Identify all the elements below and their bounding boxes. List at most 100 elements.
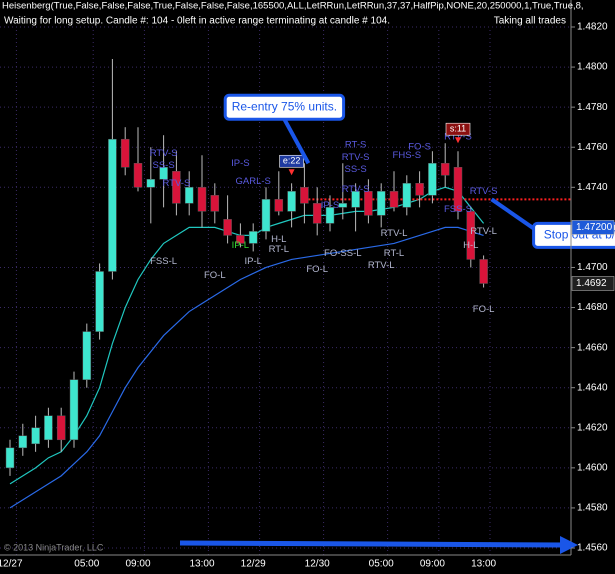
signal-label: SS-S [345,164,367,175]
y-tick-label: 1.4600 [577,462,608,473]
signal-label: FO-L [306,264,328,275]
candle-body [56,415,66,441]
candle-body [184,187,194,204]
scroll-arrow [179,536,578,554]
candle-body [120,138,130,168]
signal-label: H-L [271,234,286,245]
y-tick-label: 1.4620 [577,422,608,433]
x-tick-label: 05:00 [369,559,394,570]
y-tick-label: 1.4680 [577,302,608,313]
x-tick-label: 12/27 [0,559,23,570]
candle-body [466,211,476,260]
indicator-title: Heisenberg(True,False,False,False,True,F… [2,1,584,12]
signal-label: RTV-S [470,186,498,197]
signal-label: RTV-L [470,226,497,237]
x-tick-label: 13:00 [189,559,214,570]
ma-line [9,226,484,509]
candle-body [248,231,258,244]
x-tick-label: 05:00 [74,559,99,570]
signal-label: RTV-S [342,184,370,195]
signal-label: SS-S [153,160,175,171]
y-tick-label: 1.4640 [577,382,608,393]
candle-body [5,447,15,469]
signal-label: FO-L [204,270,226,281]
candle-body [133,163,143,188]
candle-body [146,179,156,188]
candle-body [159,167,168,180]
candle-body [69,379,79,441]
y-tick-label: 1.4580 [577,503,608,514]
y-tick-label: 1.4660 [577,342,608,353]
candle-body [108,138,117,272]
signal-label: RTV-S [162,178,190,189]
signal-label: FO-L [473,304,495,315]
y-tick-label: 1.4560 [577,543,608,554]
copyright: © 2013 NinjaTrader, LLC [4,542,104,552]
y-tick-label: 1.4760 [577,142,608,153]
signal-label: RTV-S [342,152,370,163]
tag-arrow [288,169,295,176]
candle-body [312,203,322,224]
candle-body [351,191,360,208]
signal-label: FHS-S [393,150,422,161]
candle-body [453,167,463,212]
signal-label: RTV-L [368,260,395,271]
x-tick-label: 12/29 [241,559,266,570]
price-marker-box [571,276,615,291]
candle-body [287,191,296,212]
price-marker-label: 1.4692 [576,278,607,289]
candle-body [376,191,386,216]
trade-tag-box [279,154,304,168]
candle-body [197,187,207,212]
signal-label: H-L [463,240,478,251]
callout-box [223,93,346,121]
trade-tag-box [445,122,471,136]
candle-body [338,203,348,208]
signal-label: GARL-S [236,176,271,187]
x-tick-label: 09:00 [420,559,445,570]
signal-label: IP-S [231,158,249,169]
candle-body [31,427,40,445]
candle-body [223,219,232,236]
signal-label: RTV-S [150,148,178,159]
candle-body [82,331,92,380]
candle-body [95,271,104,332]
y-tick-label: 1.4740 [577,182,608,193]
candle-body [300,187,309,204]
signal-label: RT-L [269,244,289,255]
candle-body [325,207,335,224]
signal-label: IP-L [232,240,249,251]
candle-body [18,435,28,449]
candle-body [172,171,181,204]
candle-body [440,163,450,176]
signal-label: IP-S [321,200,339,211]
candle-body [274,199,284,212]
signal-label: RT-L [384,248,404,259]
candle-body [210,195,220,212]
tag-arrow [455,137,461,144]
signal-label: IP-L [244,256,261,267]
candle-body [415,183,424,196]
trade-tag: e:22 [283,156,301,166]
candle-body [261,199,271,232]
callout-arrow [282,118,311,165]
signal-label: RT-S [345,140,366,151]
candle-body [479,259,488,284]
signal-label: FSS-S [444,204,472,215]
candle-body [236,235,245,244]
y-tick-label: 1.4780 [577,102,608,113]
y-tick-label: 1.4700 [577,262,608,273]
price-marker-label: 1.47200 [576,222,613,233]
status-text: Waiting for long setup. Candle #: 104 - … [4,16,390,27]
price-marker-box [571,220,615,235]
candle-body [364,191,373,216]
candle-body [44,415,53,441]
candle-body [428,163,437,196]
candle-body [389,191,399,208]
candle-body [402,183,412,208]
signal-label: FO-SS-L [324,248,361,259]
signal-label: FO-S [408,142,431,153]
